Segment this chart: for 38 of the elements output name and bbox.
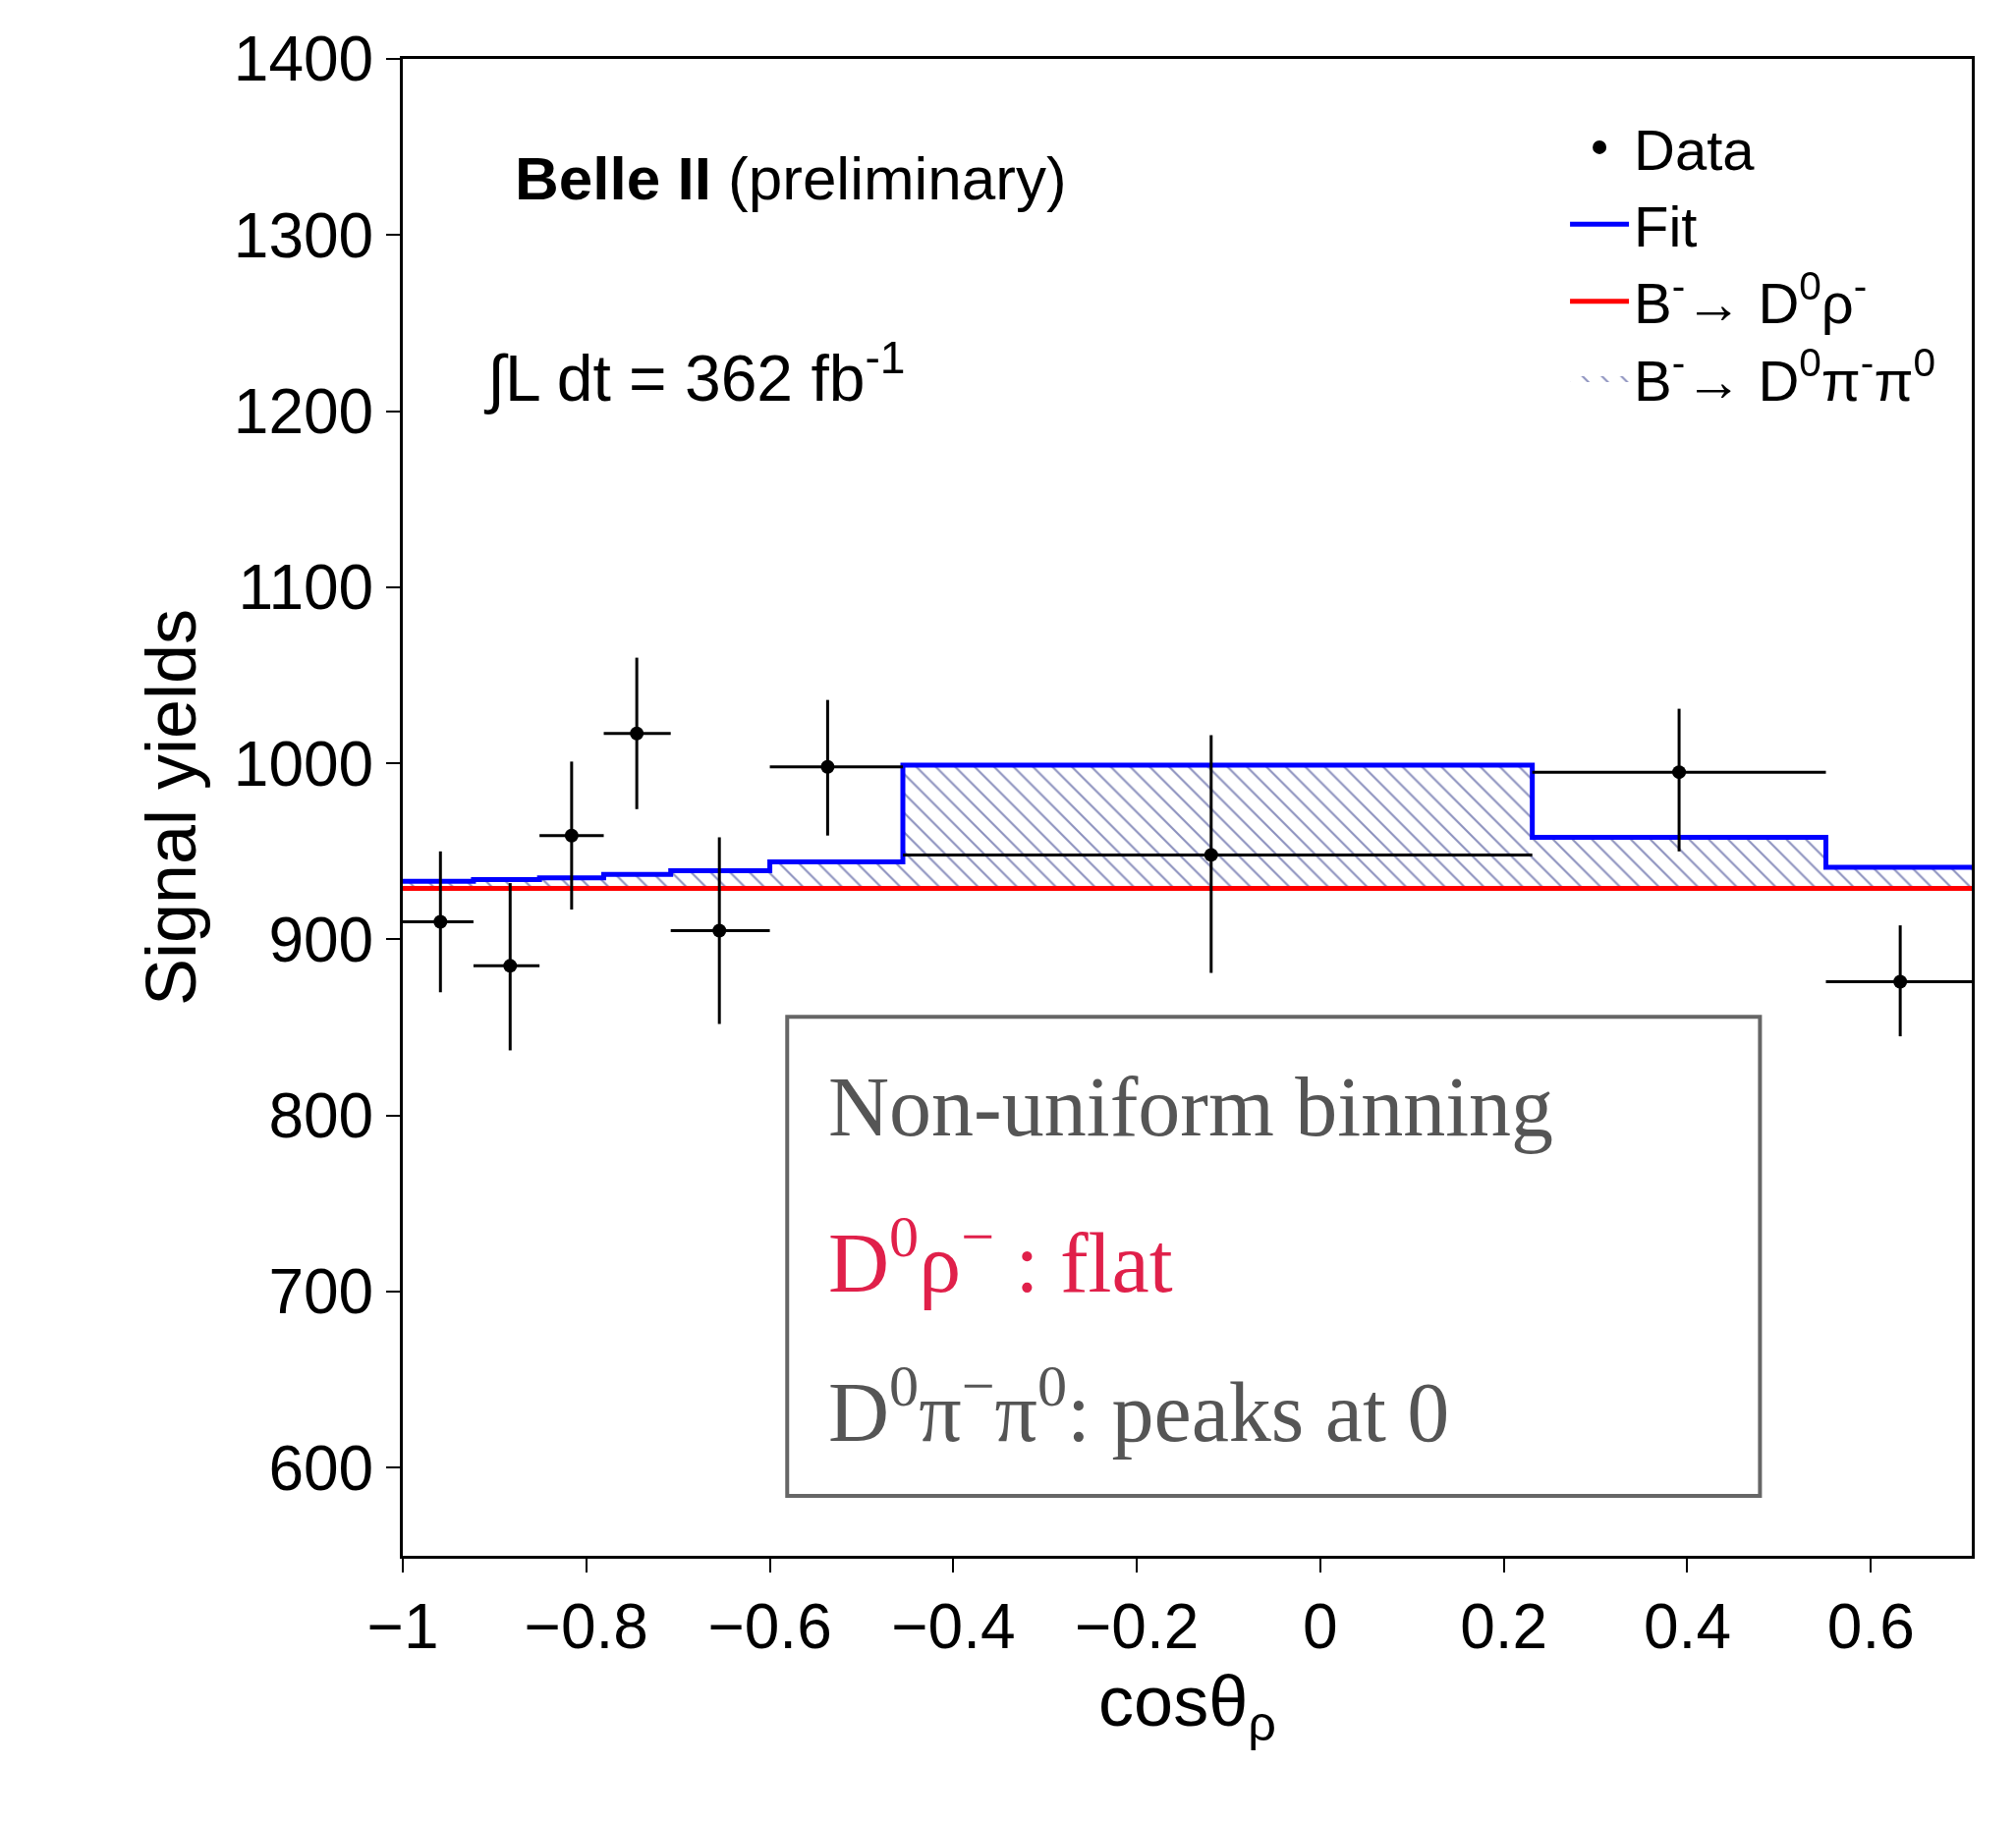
x-tick-label: 0.2: [1460, 1590, 1548, 1662]
y-tick-label: 800: [268, 1080, 374, 1152]
x-tick-label: 0: [1303, 1590, 1338, 1662]
y-axis-title: Signal yields: [132, 608, 211, 1007]
legend-label: Data: [1634, 117, 1756, 182]
x-tick-label: −0.6: [707, 1590, 832, 1662]
point: [820, 759, 835, 774]
x-tick-label: −0.2: [1074, 1590, 1200, 1662]
point: [503, 959, 518, 973]
point: [1204, 848, 1218, 862]
y-tick-label: 1000: [233, 728, 374, 800]
point: [630, 726, 644, 741]
annotation: Non-uniform binning: [828, 1060, 1554, 1154]
point: [1893, 974, 1908, 989]
x-tick-label: 0.4: [1644, 1590, 1731, 1662]
y-tick-label: 1300: [233, 199, 374, 271]
legend-label: B$^{-}$→ D$^{0}$π$^{-}$π$^{0}$: [1634, 340, 1935, 413]
annotation: ∫L dt = 362 fb$^{-1}$: [483, 332, 906, 414]
legend-label: Fit: [1634, 193, 1698, 258]
point: [564, 828, 579, 843]
point: [712, 923, 727, 938]
y-tick-label: 700: [268, 1256, 374, 1328]
y-tick-label: 1100: [238, 552, 374, 624]
annotation: D$^{0}$π$^{−}$π$^{0}$: peaks at 0: [828, 1352, 1450, 1461]
y-tick-label: 1400: [233, 24, 374, 95]
annotation: Belle II (preliminary): [515, 144, 1067, 212]
x-tick-label: −0.8: [524, 1590, 648, 1662]
point: [433, 914, 448, 929]
x-axis-title: cosθ$_{ρ}$: [1098, 1661, 1276, 1751]
x-tick-label: −0.4: [891, 1590, 1016, 1662]
x-tick-label: 0.6: [1826, 1590, 1915, 1662]
point: [1672, 765, 1687, 780]
y-tick-label: 1200: [233, 375, 374, 447]
x-tick-label: −1: [366, 1590, 439, 1662]
y-tick-label: 600: [268, 1432, 374, 1504]
legend-label: B$^{-}$→ D$^{0}$ρ$^{-}$: [1634, 262, 1868, 336]
annotation: D$^{0}$ρ$^{−}$ : flat: [828, 1203, 1173, 1311]
y-tick-label: 900: [268, 904, 374, 975]
